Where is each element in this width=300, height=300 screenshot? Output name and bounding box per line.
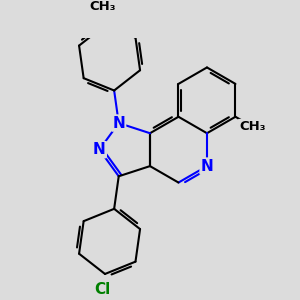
Text: CH₃: CH₃ <box>239 120 266 133</box>
Text: Cl: Cl <box>95 282 111 297</box>
Text: N: N <box>112 116 125 130</box>
Text: CH₃: CH₃ <box>89 0 116 13</box>
Text: N: N <box>201 159 213 174</box>
Text: N: N <box>93 142 106 157</box>
